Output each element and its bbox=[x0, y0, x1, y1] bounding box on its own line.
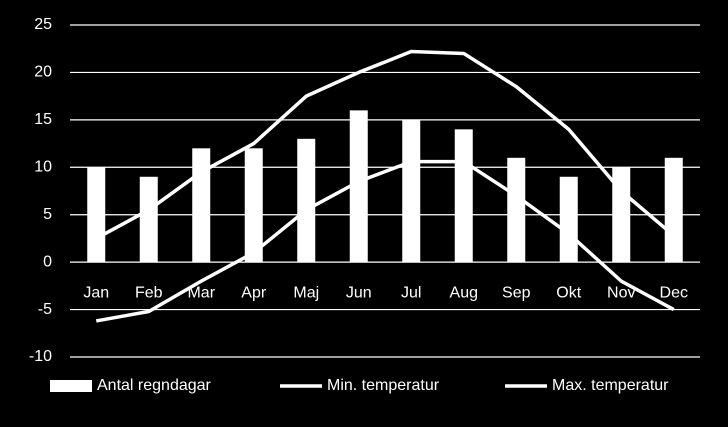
bar bbox=[244, 148, 263, 263]
bar bbox=[297, 138, 316, 263]
y-tick-label: 0 bbox=[43, 253, 52, 270]
bar bbox=[87, 167, 106, 263]
line bbox=[95, 49, 675, 240]
bar bbox=[139, 176, 158, 263]
y-tick-label: 20 bbox=[34, 64, 52, 81]
y-tick-label: -10 bbox=[29, 348, 52, 365]
x-tick-label: Maj bbox=[293, 284, 319, 301]
legend-label: Min. temperatur bbox=[327, 377, 440, 394]
y-tick-label: 5 bbox=[43, 206, 52, 223]
y-tick-label: 25 bbox=[34, 16, 52, 33]
x-tick-label: Sep bbox=[502, 284, 531, 301]
x-tick-label: Feb bbox=[135, 284, 163, 301]
y-tick-label: 10 bbox=[34, 159, 52, 176]
y-tick-label: -5 bbox=[38, 301, 52, 318]
bar bbox=[192, 148, 211, 263]
y-tick-label: 15 bbox=[34, 111, 52, 128]
bar bbox=[349, 110, 368, 263]
x-tick-label: Jul bbox=[401, 284, 421, 301]
x-tick-label: Aug bbox=[450, 284, 478, 301]
x-tick-label: Jun bbox=[346, 284, 372, 301]
bar bbox=[559, 176, 578, 263]
legend-label: Antal regndagar bbox=[97, 377, 212, 394]
legend-label: Max. temperatur bbox=[552, 377, 669, 394]
x-tick-label: Jan bbox=[83, 284, 109, 301]
x-tick-label: Dec bbox=[660, 284, 688, 301]
line bbox=[95, 159, 675, 323]
bar bbox=[402, 119, 421, 263]
legend-swatch bbox=[50, 380, 92, 392]
bar bbox=[507, 157, 526, 263]
bar bbox=[664, 157, 683, 263]
bar bbox=[612, 167, 631, 263]
x-tick-label: Okt bbox=[556, 284, 581, 301]
x-tick-label: Apr bbox=[241, 284, 267, 301]
bar bbox=[454, 129, 473, 263]
x-tick-label: Mar bbox=[187, 284, 215, 301]
x-tick-label: Nov bbox=[607, 284, 635, 301]
